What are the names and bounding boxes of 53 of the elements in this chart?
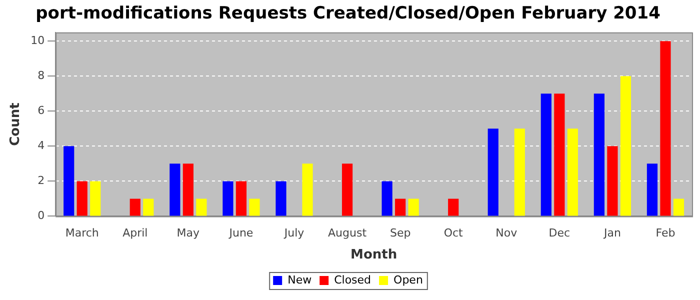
- x-tick-label: Dec: [548, 226, 570, 240]
- bar: [196, 198, 207, 216]
- y-tick-label: 4: [38, 139, 45, 152]
- x-tick-label: July: [283, 226, 305, 240]
- x-axis-title: Month: [350, 248, 398, 263]
- bar: [567, 128, 578, 216]
- bar: [395, 198, 406, 216]
- y-tick-label: 2: [38, 174, 45, 188]
- x-tick-label: April: [122, 226, 148, 240]
- x-tick-label: Oct: [444, 226, 464, 240]
- legend-label: New: [288, 273, 312, 286]
- bar: [182, 164, 194, 216]
- bar: [673, 198, 684, 216]
- chart-title: port-modifications Requests Created/Closed/Open February 2014: [36, 4, 661, 24]
- y-tick-label: 0: [38, 209, 45, 222]
- legend-label: Open: [394, 273, 423, 286]
- bar: [660, 41, 671, 216]
- bar: [448, 198, 459, 216]
- bar: [488, 128, 498, 216]
- y-tick-label: 6: [38, 104, 45, 118]
- bar: [540, 94, 552, 216]
- bar: [607, 146, 618, 216]
- bar: [236, 181, 247, 216]
- y-tick-label: 8: [38, 69, 45, 82]
- legend-label: Closed: [334, 273, 372, 286]
- x-tick-label: August: [328, 226, 368, 240]
- bar: [76, 181, 88, 216]
- bar: [249, 198, 260, 216]
- bar: [514, 128, 525, 216]
- y-axis-title: Count: [8, 102, 24, 146]
- x-tick-label: Nov: [496, 226, 518, 240]
- y-tick-label: 10: [30, 34, 45, 48]
- x-tick-label: June: [228, 226, 254, 240]
- x-tick-label: Jan: [602, 226, 621, 240]
- bar: [620, 76, 632, 216]
- bar: [342, 164, 353, 216]
- bar: [646, 164, 658, 216]
- bar: [90, 181, 101, 216]
- bar: [302, 164, 313, 216]
- bar: [143, 198, 154, 216]
- bar: [382, 181, 392, 216]
- bar: [170, 164, 180, 216]
- bar: [554, 94, 565, 216]
- bar: [222, 181, 234, 216]
- x-tick-label: March: [65, 226, 99, 240]
- bar: [594, 94, 604, 216]
- x-tick-label: Sep: [390, 226, 411, 240]
- x-tick-label: Feb: [656, 226, 676, 240]
- bar: [64, 146, 74, 216]
- bar: [408, 198, 419, 216]
- x-tick-label: May: [176, 226, 200, 240]
- bar: [276, 181, 286, 216]
- bar: [130, 198, 140, 216]
